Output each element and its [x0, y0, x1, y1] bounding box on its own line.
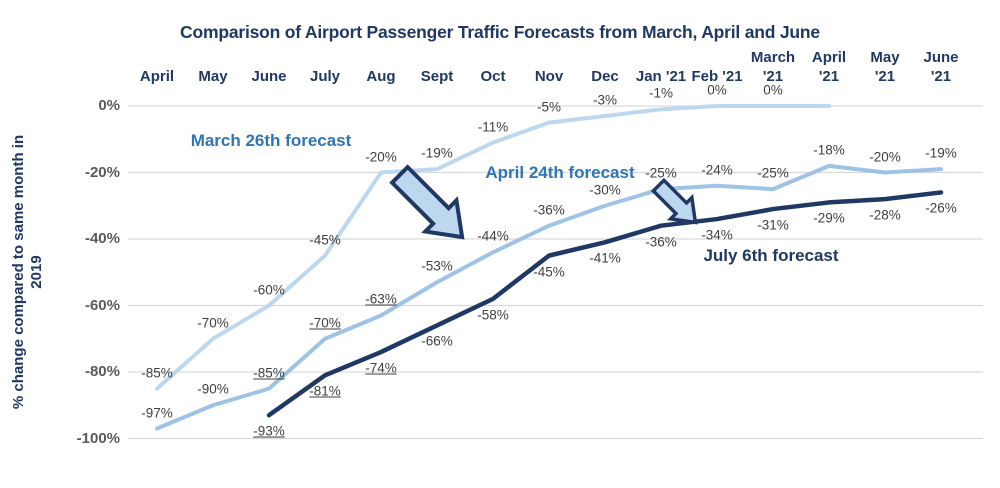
month-label-nov: Nov	[534, 68, 564, 85]
y-tick-label: -40%	[84, 230, 120, 247]
data-label-april-24th-forecast-oct: -44%	[477, 228, 509, 244]
series-annotation-july-6th-forecast: July 6th forecast	[703, 246, 839, 265]
series-line-july-6th-forecast	[266, 190, 944, 418]
y-tick-label: -20%	[84, 163, 120, 181]
arrow-down-right-icon	[650, 177, 698, 225]
data-label-april-24th-forecast-jan-21: -25%	[645, 165, 677, 181]
month-label-june: June	[251, 68, 287, 85]
data-label-march-26th-forecast-oct: -11%	[477, 119, 509, 135]
series-line-april-24th-forecast	[155, 163, 943, 431]
month-label-may: May	[198, 68, 228, 85]
data-label-march-26th-forecast-june: -60%	[253, 282, 285, 297]
month-label-may-21: May '21	[870, 49, 900, 85]
month-label-jan-21: Jan '21	[635, 68, 687, 85]
data-label-march-26th-forecast-dec: -3%	[592, 92, 618, 108]
data-label-april-24th-forecast-dec: -30%	[589, 182, 621, 198]
month-label-july: July	[309, 68, 341, 85]
month-label-oct: Oct	[480, 68, 506, 85]
data-label-april-24th-forecast-nov: -36%	[533, 202, 565, 218]
data-label-april-24th-forecast-june: -85%	[253, 365, 285, 381]
data-label-july-6th-forecast-nov: -45%	[533, 264, 565, 280]
data-label-july-6th-forecast-march-21: -31%	[757, 217, 789, 233]
data-label-april-24th-forecast-july: -70%	[309, 315, 341, 331]
data-label-july-6th-forecast-may-21: -28%	[869, 207, 901, 223]
data-label-april-24th-forecast-may-21: -20%	[869, 149, 901, 164]
data-label-april-24th-forecast-april: -97%	[141, 405, 173, 421]
data-label-april-24th-forecast-june-21: -19%	[925, 145, 957, 161]
arrow-down-right-icon	[389, 164, 465, 240]
data-label-july-6th-forecast-sept: -66%	[421, 333, 453, 349]
y-tick-label: -100%	[76, 429, 120, 447]
data-label-march-26th-forecast-nov: -5%	[536, 99, 562, 115]
data-label-april-24th-forecast-may: -90%	[197, 381, 229, 397]
chart-title: Comparison of Airport Passenger Traffic …	[180, 22, 820, 42]
data-label-march-26th-forecast-jan-21: -1%	[648, 85, 674, 101]
data-label-july-6th-forecast-feb-21: -34%	[701, 227, 733, 243]
month-label-june-21: June '21	[923, 49, 959, 85]
data-label-march-26th-forecast-july: -45%	[309, 232, 341, 248]
data-label-march-26th-forecast-feb-21: 0%	[707, 82, 727, 98]
y-tick-label: 0%	[98, 97, 120, 114]
data-label-march-26th-forecast-april: -85%	[141, 365, 173, 381]
data-label-july-6th-forecast-oct: -58%	[477, 307, 509, 323]
data-label-march-26th-forecast-sept: -19%	[421, 145, 453, 161]
data-label-july-6th-forecast-dec: -41%	[589, 250, 621, 266]
data-label-july-6th-forecast-april-21: -29%	[813, 210, 845, 226]
month-label-aug: Aug	[366, 68, 396, 85]
data-label-march-26th-forecast-aug: -20%	[365, 149, 397, 164]
series-annotation-april-24th-forecast: April 24th forecast	[485, 163, 635, 182]
series-annotation-march-26th-forecast: March 26th forecast	[190, 131, 352, 150]
month-label-feb-21: Feb '21	[691, 68, 743, 85]
month-label-march-21: March '21	[750, 49, 796, 85]
data-label-july-6th-forecast-aug: -74%	[365, 360, 397, 376]
data-label-march-26th-forecast-may: -70%	[197, 315, 229, 331]
month-label-april: April	[139, 68, 175, 85]
data-label-april-24th-forecast-feb-21: -24%	[701, 162, 733, 178]
data-label-april-24th-forecast-aug: -63%	[365, 291, 397, 307]
series-line-march-26th-forecast	[155, 104, 831, 391]
data-label-july-6th-forecast-june: -93%	[253, 423, 285, 439]
data-label-july-6th-forecast-june-21: -26%	[925, 200, 957, 216]
y-tick-label: -60%	[84, 296, 120, 314]
y-tick-label: -80%	[84, 363, 120, 380]
month-label-sept: Sept	[420, 68, 454, 85]
month-label-april-21: April '21	[811, 49, 847, 85]
data-label-july-6th-forecast-july: -81%	[309, 383, 341, 399]
month-label-dec: Dec	[591, 68, 619, 85]
data-label-april-24th-forecast-sept: -53%	[421, 258, 453, 274]
data-label-april-24th-forecast-april-21: -18%	[813, 142, 845, 158]
data-label-april-24th-forecast-march-21: -25%	[757, 165, 789, 181]
data-label-july-6th-forecast-jan-21: -36%	[645, 234, 677, 250]
data-label-march-26th-forecast-march-21: 0%	[763, 82, 783, 98]
